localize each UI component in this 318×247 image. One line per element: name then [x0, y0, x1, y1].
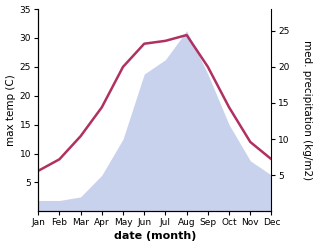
- X-axis label: date (month): date (month): [114, 231, 196, 242]
- Y-axis label: max temp (C): max temp (C): [5, 74, 16, 146]
- Y-axis label: med. precipitation (kg/m2): med. precipitation (kg/m2): [302, 40, 313, 180]
